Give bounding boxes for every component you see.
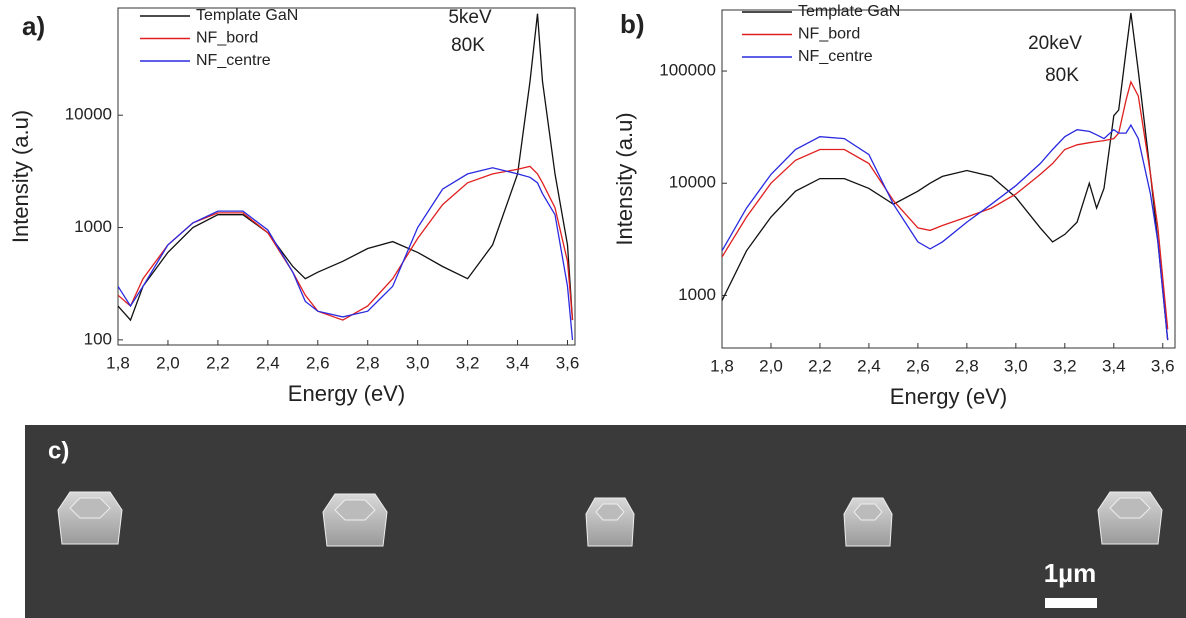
x-tick-label: 2,0 — [156, 353, 180, 372]
legend-label: NF_bord — [798, 26, 860, 43]
y-tick-label: 10000 — [669, 173, 716, 192]
annotation: 5keV — [448, 7, 492, 28]
legend-label: NF_centre — [798, 48, 873, 65]
panel-label: b) — [620, 9, 645, 39]
plot-lines — [118, 13, 574, 340]
nanowires — [57, 491, 1163, 547]
y-tick-label: 100 — [84, 329, 112, 348]
x-tick-label: 3,6 — [1151, 356, 1175, 375]
scale-bar — [1045, 598, 1097, 608]
annotation: 80K — [1045, 65, 1079, 86]
nanowire — [57, 491, 123, 545]
nanowire — [1097, 491, 1163, 545]
x-tick-label: 3,4 — [506, 353, 530, 372]
x-tick-label: 2,6 — [906, 356, 930, 375]
plot-frame — [117, 7, 576, 346]
x-tick-label: 2,0 — [759, 356, 783, 375]
annotation: 20keV — [1028, 33, 1082, 54]
x-tick-label: 2,2 — [808, 356, 832, 375]
panel-label: a) — [22, 11, 45, 41]
nanowire — [322, 493, 388, 547]
series-line — [722, 80, 1169, 330]
y-axis-label: Intensity (a.u) — [612, 112, 637, 245]
legend-label: NF_centre — [196, 52, 271, 69]
y-tick-label: 1000 — [678, 285, 716, 304]
x-tick-label: 1,8 — [106, 353, 130, 372]
scale-bar-label: 1µm — [1044, 558, 1097, 588]
x-axis-label: Energy (eV) — [890, 384, 1007, 409]
nanowire — [843, 497, 893, 547]
x-tick-label: 3,0 — [406, 353, 430, 372]
series-line — [722, 123, 1169, 341]
series-line — [722, 12, 1169, 341]
series-line — [118, 165, 574, 321]
panel-label: c) — [48, 437, 69, 464]
x-tick-label: 3,2 — [1053, 356, 1077, 375]
x-tick-label: 2,2 — [206, 353, 230, 372]
x-tick-label: 2,8 — [955, 356, 979, 375]
x-tick-label: 3,2 — [456, 353, 480, 372]
y-tick-label: 10000 — [65, 105, 112, 124]
nanowire — [585, 497, 635, 547]
series-line — [118, 167, 574, 340]
legend-label: Template GaN — [798, 3, 900, 20]
y-axis-label: Intensity (a.u) — [8, 110, 33, 243]
x-tick-label: 2,4 — [857, 356, 881, 375]
x-tick-label: 2,4 — [256, 353, 280, 372]
x-tick-label: 3,0 — [1004, 356, 1028, 375]
x-tick-label: 2,8 — [356, 353, 380, 372]
x-tick-label: 3,6 — [556, 353, 580, 372]
y-tick-label: 100000 — [659, 61, 716, 80]
y-tick-label: 1000 — [74, 217, 112, 236]
x-axis-label: Energy (eV) — [288, 381, 405, 406]
x-tick-label: 3,4 — [1102, 356, 1126, 375]
legend-label: NF_bord — [196, 30, 258, 47]
plot-lines — [722, 12, 1169, 341]
legend-label: Template GaN — [196, 7, 298, 24]
x-tick-label: 2,6 — [306, 353, 330, 372]
series-line — [118, 13, 574, 322]
x-tick-label: 1,8 — [710, 356, 734, 375]
plot-frame — [721, 9, 1176, 349]
annotation: 80K — [451, 35, 485, 56]
